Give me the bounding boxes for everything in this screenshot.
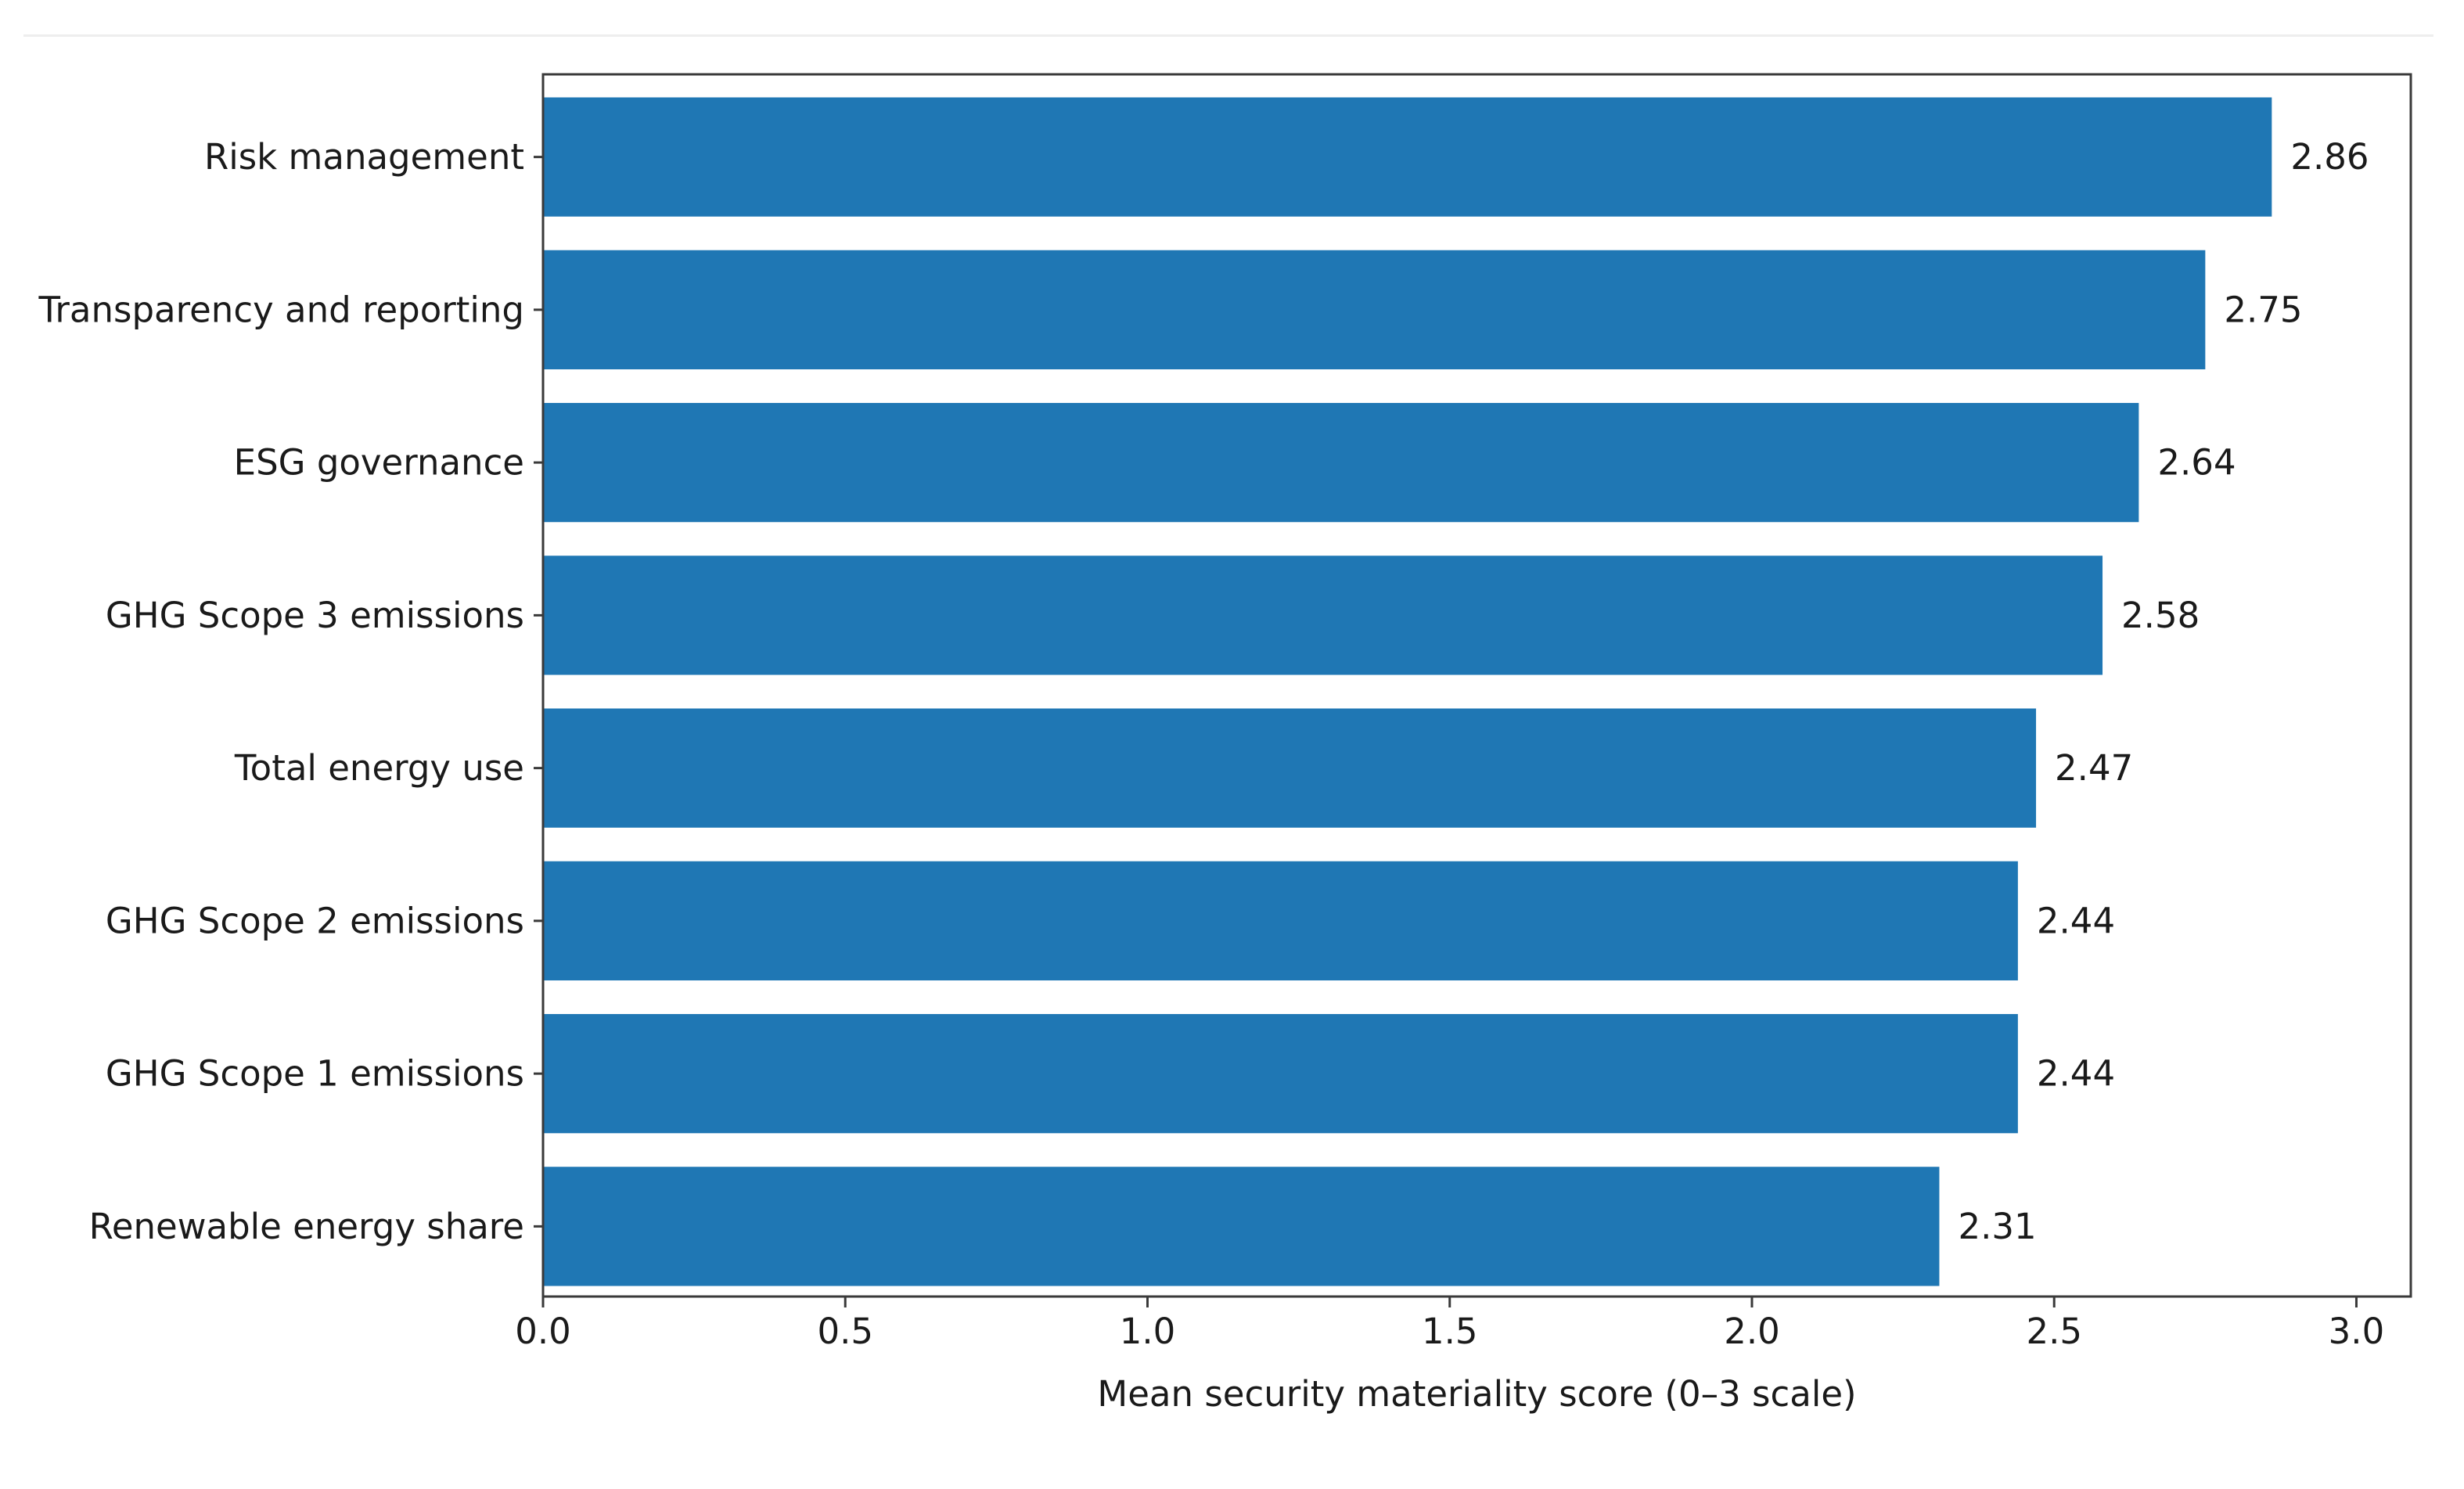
- value-label: 2.47: [2055, 747, 2133, 789]
- x-tick-label: 1.0: [1120, 1311, 1176, 1352]
- plot-frame: [541, 73, 2412, 1298]
- bar: [543, 250, 2206, 370]
- value-label: 2.86: [2290, 136, 2369, 178]
- value-label: 2.64: [2157, 442, 2236, 484]
- bar: [543, 1013, 2018, 1134]
- x-tick-label: 3.0: [2329, 1311, 2385, 1352]
- value-label: 2.75: [2224, 289, 2302, 330]
- category-labels: Risk management Transparency and reportin…: [38, 136, 543, 1247]
- category-label: Renewable energy share: [89, 1206, 524, 1247]
- category-label: Risk management: [204, 136, 524, 178]
- x-axis-ticks: 0.0 0.5 1.0 1.5 2.0 2.5 3.0: [515, 1297, 2384, 1352]
- category-label: GHG Scope 1 emissions: [106, 1053, 524, 1095]
- top-divider: [23, 34, 2433, 37]
- value-label: 2.58: [2121, 595, 2200, 636]
- value-label: 2.31: [1958, 1206, 2036, 1247]
- category-label: GHG Scope 3 emissions: [106, 595, 524, 636]
- bar: [543, 861, 2018, 981]
- x-tick-label: 2.5: [2026, 1311, 2082, 1352]
- category-label: GHG Scope 2 emissions: [106, 900, 524, 941]
- x-tick-label: 1.5: [1422, 1311, 1478, 1352]
- x-tick-label: 0.5: [817, 1311, 873, 1352]
- x-tick-label: 0.0: [515, 1311, 571, 1352]
- x-axis-title: Mean security materiality score (0–3 sca…: [1097, 1373, 1856, 1415]
- bar: [543, 402, 2139, 523]
- value-label: 2.44: [2037, 1053, 2115, 1095]
- category-label: Transparency and reporting: [38, 289, 524, 330]
- bars-group: [543, 97, 2272, 1286]
- category-label: Total energy use: [234, 747, 524, 789]
- value-labels: 2.86 2.75 2.64 2.58 2.47 2.44 2.44 2.31: [1958, 136, 2369, 1247]
- bar: [543, 1167, 1940, 1286]
- bar: [543, 708, 2037, 828]
- x-tick-label: 2.0: [1724, 1311, 1780, 1352]
- category-label: ESG governance: [234, 442, 524, 484]
- bar: [543, 97, 2272, 217]
- value-label: 2.44: [2037, 900, 2115, 941]
- bar: [543, 556, 2103, 675]
